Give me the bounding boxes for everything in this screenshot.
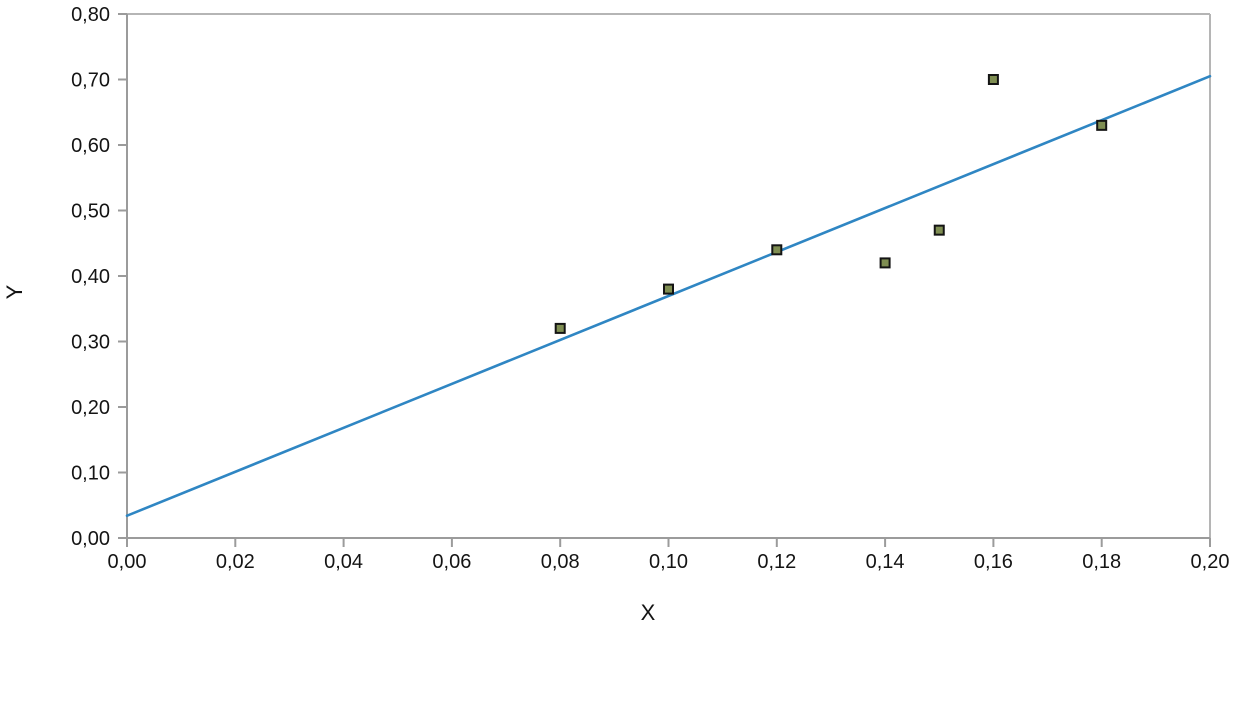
trend-line [125,74,1212,518]
x-tick-label: 0,02 [216,551,255,573]
y-tick-label: 0,50 [71,201,110,223]
y-tick-label: 0,70 [71,70,110,92]
x-tick-label: 0,16 [974,551,1013,573]
y-tick-label: 0,10 [71,463,110,485]
data-point-marker [987,74,999,85]
x-tick-label: 0,18 [1082,551,1121,573]
data-point-marker [879,257,891,269]
x-tick-label: 0,14 [866,551,905,573]
y-tick-label: 0,20 [71,397,110,419]
y-tick-label: 0,00 [71,528,110,550]
data-point-marker [554,322,566,334]
x-tick-label: 0,20 [1191,551,1230,573]
y-tick-label: 0,30 [71,332,110,354]
x-axis-title: X [640,600,656,625]
x-tick-label: 0,10 [649,551,688,573]
data-point-marker [933,224,945,236]
x-tick-label: 0,12 [757,551,796,573]
data-point-marker [771,244,783,256]
y-tick-label: 0,80 [71,4,110,26]
y-tick-label: 0,60 [71,135,110,157]
data-point-marker [1096,119,1108,131]
x-tick-label: 0,00 [108,551,147,573]
y-axis-title: Y [2,284,27,300]
x-tick-label: 0,08 [541,551,580,573]
y-tick-label: 0,40 [71,266,110,288]
data-point-marker [663,283,674,295]
x-tick-label: 0,04 [324,551,363,573]
x-tick-label: 0,06 [432,551,471,573]
